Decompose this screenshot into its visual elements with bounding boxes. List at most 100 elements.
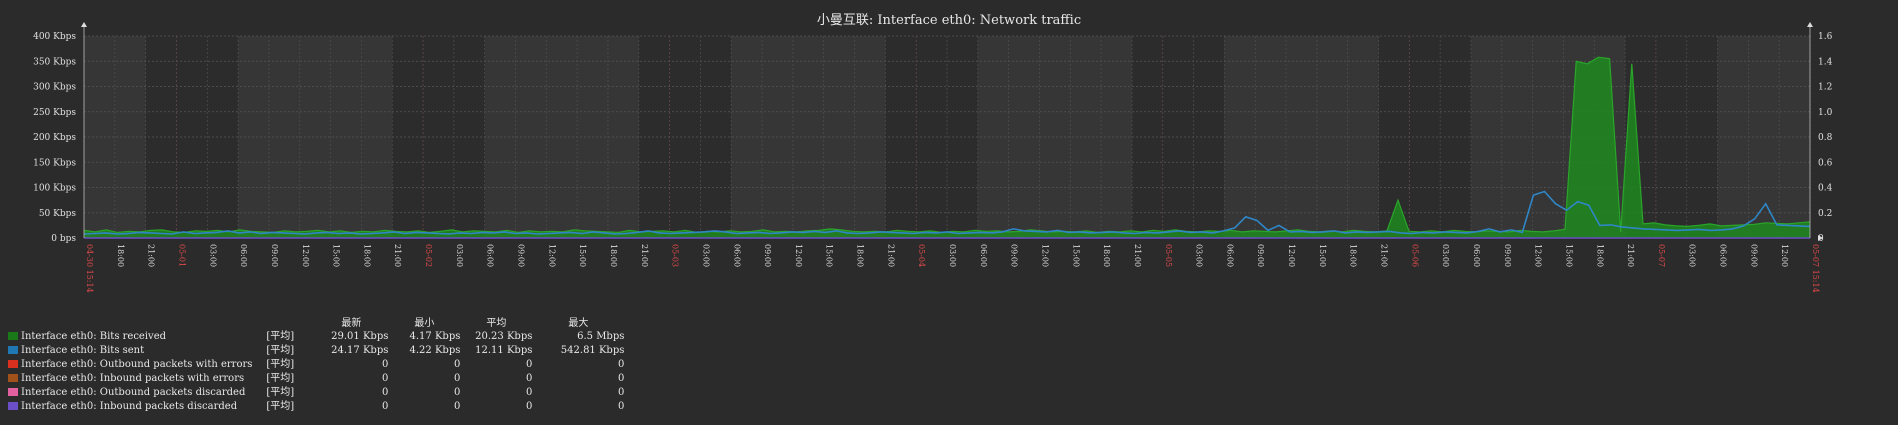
x-tick-label: 15:00 [332,244,341,267]
legend-min: 0 [454,401,461,412]
y-left-tick-label: 50 Kbps [39,209,77,219]
legend-label-text: Interface eth0: Bits received [21,331,167,342]
legend-last: 24.17 Kbps [331,345,389,356]
x-tick-label: 03:00 [1441,244,1450,267]
y-left-tick-label: 250 Kbps [33,108,76,118]
x-tick-label: 03:00 [455,244,464,267]
legend-function: [平均] [266,387,295,398]
x-tick-label: 18:00 [362,244,371,267]
x-tick-label: 15:00 [1318,244,1327,267]
legend-header-max: 最大 [568,318,589,329]
x-tick-label: 12:00 [1780,244,1789,267]
legend-label-text: Interface eth0: Outbound packets discard… [21,387,246,398]
legend-header-avg: 平均 [486,318,507,329]
x-tick-label: 06:00 [1472,244,1481,267]
legend-label-text: Interface eth0: Inbound packets with err… [21,373,245,384]
x-tick-label: 12:00 [301,244,310,267]
x-tick-label: 18:00 [1102,244,1111,267]
legend-avg: 0 [526,387,533,398]
y-left-tick-label: 150 Kbps [33,158,76,168]
legend-swatch [8,374,18,382]
legend-swatch [8,346,18,354]
x-tick-label: 18:00 [1595,244,1604,267]
x-tick-label: 06:00 [979,244,988,267]
x-tick-label: 21:00 [393,244,402,267]
legend-avg: 12.11 Kbps [475,345,533,356]
night-band [885,36,978,238]
x-tick-label: 04-30 15:14 [85,244,94,293]
x-tick-label: 09:00 [270,244,279,267]
legend-function: [平均] [266,401,295,412]
y-right-tick-label: 1.6 [1818,32,1833,42]
x-tick-label: 03:00 [1688,244,1697,267]
x-tick-label: 06:00 [732,244,741,267]
x-tick-label: 15:00 [578,244,587,267]
legend-avg: 0 [526,401,533,412]
x-tick-label: 05-04 [917,244,926,267]
x-tick-label: 12:00 [1534,244,1543,267]
legend-min: 0 [454,387,461,398]
plot-area [83,56,1811,239]
legend-min: 0 [454,359,461,370]
x-tick-label: 03:00 [1195,244,1204,267]
legend-header-min: 最小 [414,318,435,329]
legend-row: Interface eth0: Outbound packets discard… [8,386,624,400]
legend-max: 0 [618,387,625,398]
legend-swatch [8,332,18,340]
x-tick-label: 03:00 [948,244,957,267]
y-right-tick-label: 1.0 [1818,108,1833,118]
legend-max: 0 [618,359,625,370]
legend-swatch [8,360,18,368]
legend-max: 0 [618,373,625,384]
legend-max: 542.81 Kbps [560,345,625,356]
y-left-tick-label: 350 Kbps [33,57,76,67]
x-tick-label: 09:00 [1749,244,1758,267]
legend-last: 0 [382,401,389,412]
y-right-tick-label: 1.4 [1818,57,1833,67]
y-right-tick-label: 0.6 [1818,158,1833,168]
x-tick-label: 05-02 [424,244,433,267]
y-left-tick-label: 100 Kbps [33,184,76,194]
x-tick-label: 05-06 [1410,244,1419,267]
x-tick-label: 18:00 [1349,244,1358,267]
legend-min: 4.17 Kbps [409,331,461,342]
x-tick-label: 15:00 [1071,244,1080,267]
axes [81,22,1823,241]
legend-label-text: Interface eth0: Outbound packets with er… [21,359,253,370]
x-tick-label: 21:00 [1626,244,1635,267]
legend-header-last: 最新 [341,318,362,329]
legend-avg: 0 [526,373,533,384]
legend-min: 4.22 Kbps [409,345,461,356]
y-axis-left-ticks: 400 Kbps 350 Kbps 300 Kbps 250 Kbps 200 Kbps… [33,32,76,244]
x-axis-time-labels: 04-30 15:14 18:00 21:00 05-01 03:00 06:00 09:0… [85,244,1820,293]
legend-function: [平均] [266,331,295,342]
legend-item-label: Interface eth0: Bits sent [8,344,252,358]
x-tick-label: 06:00 [1225,244,1234,267]
night-band [392,36,485,238]
y-axis-arrow-icon [1807,22,1813,27]
legend-max: 0 [618,401,625,412]
y-axis-arrow-icon [81,22,87,27]
legend-row: Interface eth0: Inbound packets discarde… [8,400,624,414]
legend-label-text: Interface eth0: Inbound packets discarde… [21,401,238,412]
y-left-tick-label: 0 bps [51,234,76,244]
y-left-tick-label: 400 Kbps [33,32,76,42]
series-area-received [84,57,1810,239]
legend-last: 29.01 Kbps [331,331,389,342]
legend-min: 0 [454,373,461,384]
y-right-tick-label: 0.8 [1818,133,1833,143]
x-tick-label: 21:00 [147,244,156,267]
legend-row: Interface eth0: Inbound packets with err… [8,372,624,386]
x-tick-label: 09:00 [763,244,772,267]
x-tick-label: 03:00 [208,244,217,267]
x-tick-label: 12:00 [547,244,556,267]
x-tick-label: 05-03 [671,244,680,267]
x-tick-label: 09:00 [1256,244,1265,267]
legend: 最新 最小 平均 最大 Interface eth0: Bits receive… [8,317,624,414]
graph-title: 小曼互联: Interface eth0: Network traffic [817,13,1081,28]
x-tick-label: 21:00 [1380,244,1389,267]
y-axis-right-ticks: 1.6 1.4 1.2 1.0 0.8 0.6 0.4 0.2 0 [1818,32,1833,244]
x-axis-arrow-icon [1818,235,1823,241]
legend-row: Interface eth0: Bits sent [平均] 24.17 Kbps 4… [8,344,624,358]
x-tick-label: 12:00 [1040,244,1049,267]
